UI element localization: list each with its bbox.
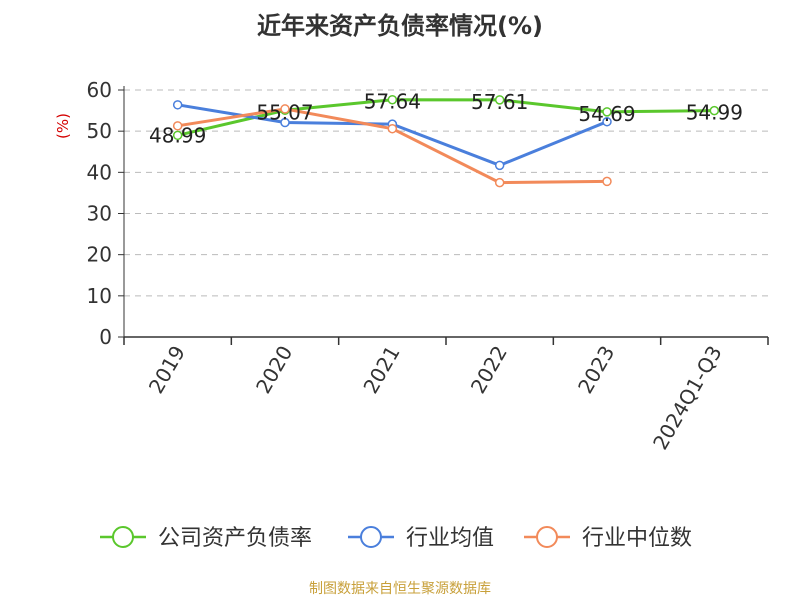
legend-marker [112,526,134,548]
data-label: 54.99 [686,101,743,125]
data-point [172,100,183,110]
data-point [494,160,505,171]
legend: 公司资产负债率 行业均值 行业中位数 [100,526,692,551]
chart-title: 近年来资产负债率情况(%) [257,12,543,40]
data-label: 48.99 [149,123,206,147]
legend-item: 行业中位数 [524,526,692,551]
y-tick-label: 10 [87,284,112,308]
data-label: 57.64 [364,90,421,114]
data-point [280,117,290,128]
y-axis-label: (%) [54,113,72,139]
x-tick-label: 2019 [144,342,190,398]
y-tick-label: 0 [99,325,112,349]
data-point [387,123,398,134]
data-label: 55.07 [256,100,313,124]
data-point [494,177,505,188]
x-tick-label: 2020 [251,342,297,398]
legend-marker [536,526,558,548]
y-tick-label: 40 [87,160,112,184]
data-point [172,130,183,141]
source-note: 制图数据来自恒生聚源数据库 [309,581,491,597]
legend-label: 行业中位数 [582,526,692,551]
data-point [602,176,612,187]
y-tick-label: 30 [87,202,112,226]
data-point [494,95,505,105]
legend-marker [360,526,382,548]
series-line-2 [177,103,608,167]
legend-item: 公司资产负债率 [100,526,312,551]
series-lines [172,94,720,188]
data-labels: 48.99 55.07 57.64 57.61 54.69 54.99 [149,90,743,148]
data-point [172,121,183,131]
data-label: 57.61 [471,90,528,114]
y-tick-label: 20 [87,243,112,267]
y-tick-label: 60 [87,78,112,102]
x-tick-label: 2024Q1-Q3 [648,342,727,454]
data-point [602,116,612,127]
y-tick-label: 50 [87,119,112,143]
legend-label: 公司资产负债率 [158,526,312,551]
data-label: 54.69 [578,102,635,126]
data-point [280,104,290,114]
legend-label: 行业均值 [406,526,494,551]
data-point [387,94,398,105]
data-point [602,107,612,117]
data-point [709,105,720,116]
x-tick-label: 2021 [358,342,404,398]
x-tick-label: 2022 [466,341,512,397]
x-tick-label: 2023 [573,342,619,398]
legend-item: 行业均值 [348,526,494,551]
grid-lines [124,89,768,297]
series-line-1 [177,98,715,137]
